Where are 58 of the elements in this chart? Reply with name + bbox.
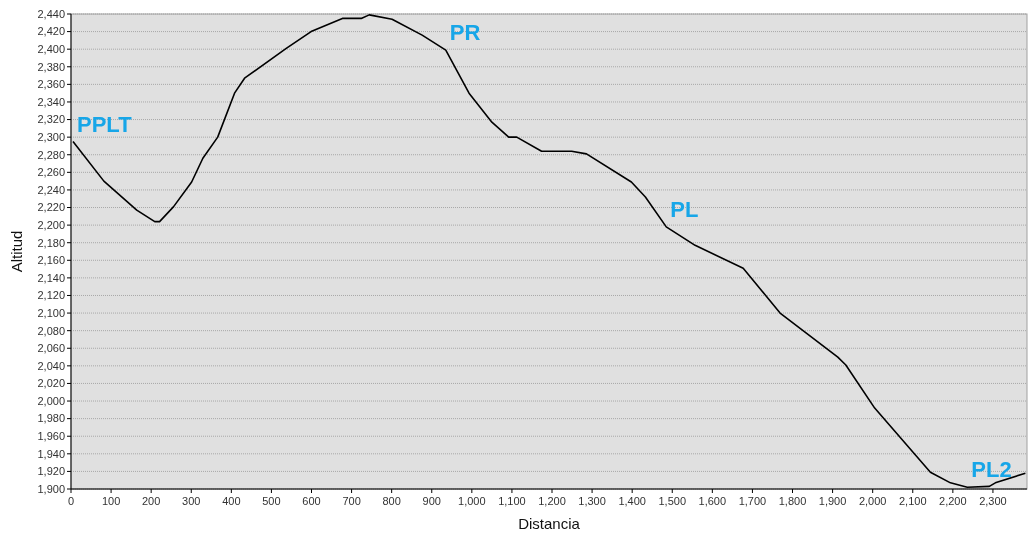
y-tick-label: 2,340: [37, 95, 65, 108]
y-axis-title: Altitud: [8, 230, 25, 273]
y-tick-label: 2,060: [37, 342, 65, 355]
y-tick-label: 2,420: [37, 25, 65, 38]
x-tick-label: 800: [382, 495, 401, 507]
y-tick-label: 2,120: [37, 289, 65, 302]
x-tick-label: 1,900: [818, 495, 847, 507]
x-tick-label: 900: [422, 495, 441, 507]
y-tick-label: 2,240: [37, 183, 65, 196]
x-axis-title: Distancia: [518, 515, 581, 532]
x-tick-label: 1,000: [458, 495, 486, 507]
x-tick-label: 1,800: [778, 495, 807, 507]
y-tick-label: 2,280: [37, 148, 65, 161]
annotation: PR: [449, 20, 481, 46]
y-tick-label: 2,080: [37, 324, 65, 337]
y-tick-label: 2,000: [37, 394, 65, 407]
x-tick-label: 1,500: [658, 495, 687, 507]
y-tick-label: 2,160: [37, 254, 65, 267]
y-tick-label: 1,940: [37, 447, 65, 460]
x-tick-label: 2,100: [899, 495, 927, 507]
y-tick-label: 2,400: [37, 43, 65, 56]
x-tick-label: 500: [262, 495, 281, 507]
y-tick-label: 2,180: [37, 236, 65, 249]
y-tick-label: 2,220: [37, 201, 65, 214]
annotation: PL2: [971, 457, 1012, 483]
x-tick-label: 300: [182, 495, 201, 507]
y-tick-label: 1,900: [37, 482, 65, 495]
x-tick-label: 200: [141, 495, 161, 507]
x-tick-label: 1,700: [738, 495, 767, 507]
y-tick-label: 2,200: [37, 218, 65, 231]
y-tick-label: 2,020: [37, 377, 65, 390]
y-tick-label: 1,980: [37, 412, 65, 425]
y-tick-label: 2,380: [37, 60, 65, 73]
y-tick-label: 2,440: [37, 7, 65, 20]
x-tick-label: 2,300: [979, 495, 1007, 507]
x-tick-label: 1,300: [578, 495, 606, 507]
x-tick-label: 1,400: [618, 495, 646, 507]
y-tick-label: 2,100: [37, 306, 65, 319]
x-tick-label: 1,600: [698, 495, 727, 507]
y-tick-label: 2,140: [37, 271, 65, 284]
x-tick-label: 2,000: [858, 495, 887, 507]
x-tick-label: 2,200: [939, 495, 967, 507]
x-tick-label: 700: [342, 495, 361, 507]
y-tick-label: 2,320: [37, 113, 65, 126]
x-tick-label: 0: [67, 495, 75, 507]
y-tick-label: 1,960: [37, 430, 65, 443]
y-tick-label: 2,300: [37, 131, 65, 143]
y-tick-label: 2,040: [37, 359, 65, 372]
x-tick-label: 400: [222, 495, 241, 507]
x-tick-label: 1,200: [538, 495, 566, 507]
y-tick-label: 1,920: [37, 465, 65, 478]
x-tick-label: 1,100: [498, 495, 526, 507]
y-tick-label: 2,360: [37, 78, 65, 91]
annotation: PL: [670, 196, 699, 222]
x-tick-label: 600: [302, 495, 321, 507]
annotation: PPLT: [77, 111, 133, 137]
y-tick-label: 2,260: [37, 166, 65, 179]
x-tick-label: 100: [101, 495, 121, 507]
